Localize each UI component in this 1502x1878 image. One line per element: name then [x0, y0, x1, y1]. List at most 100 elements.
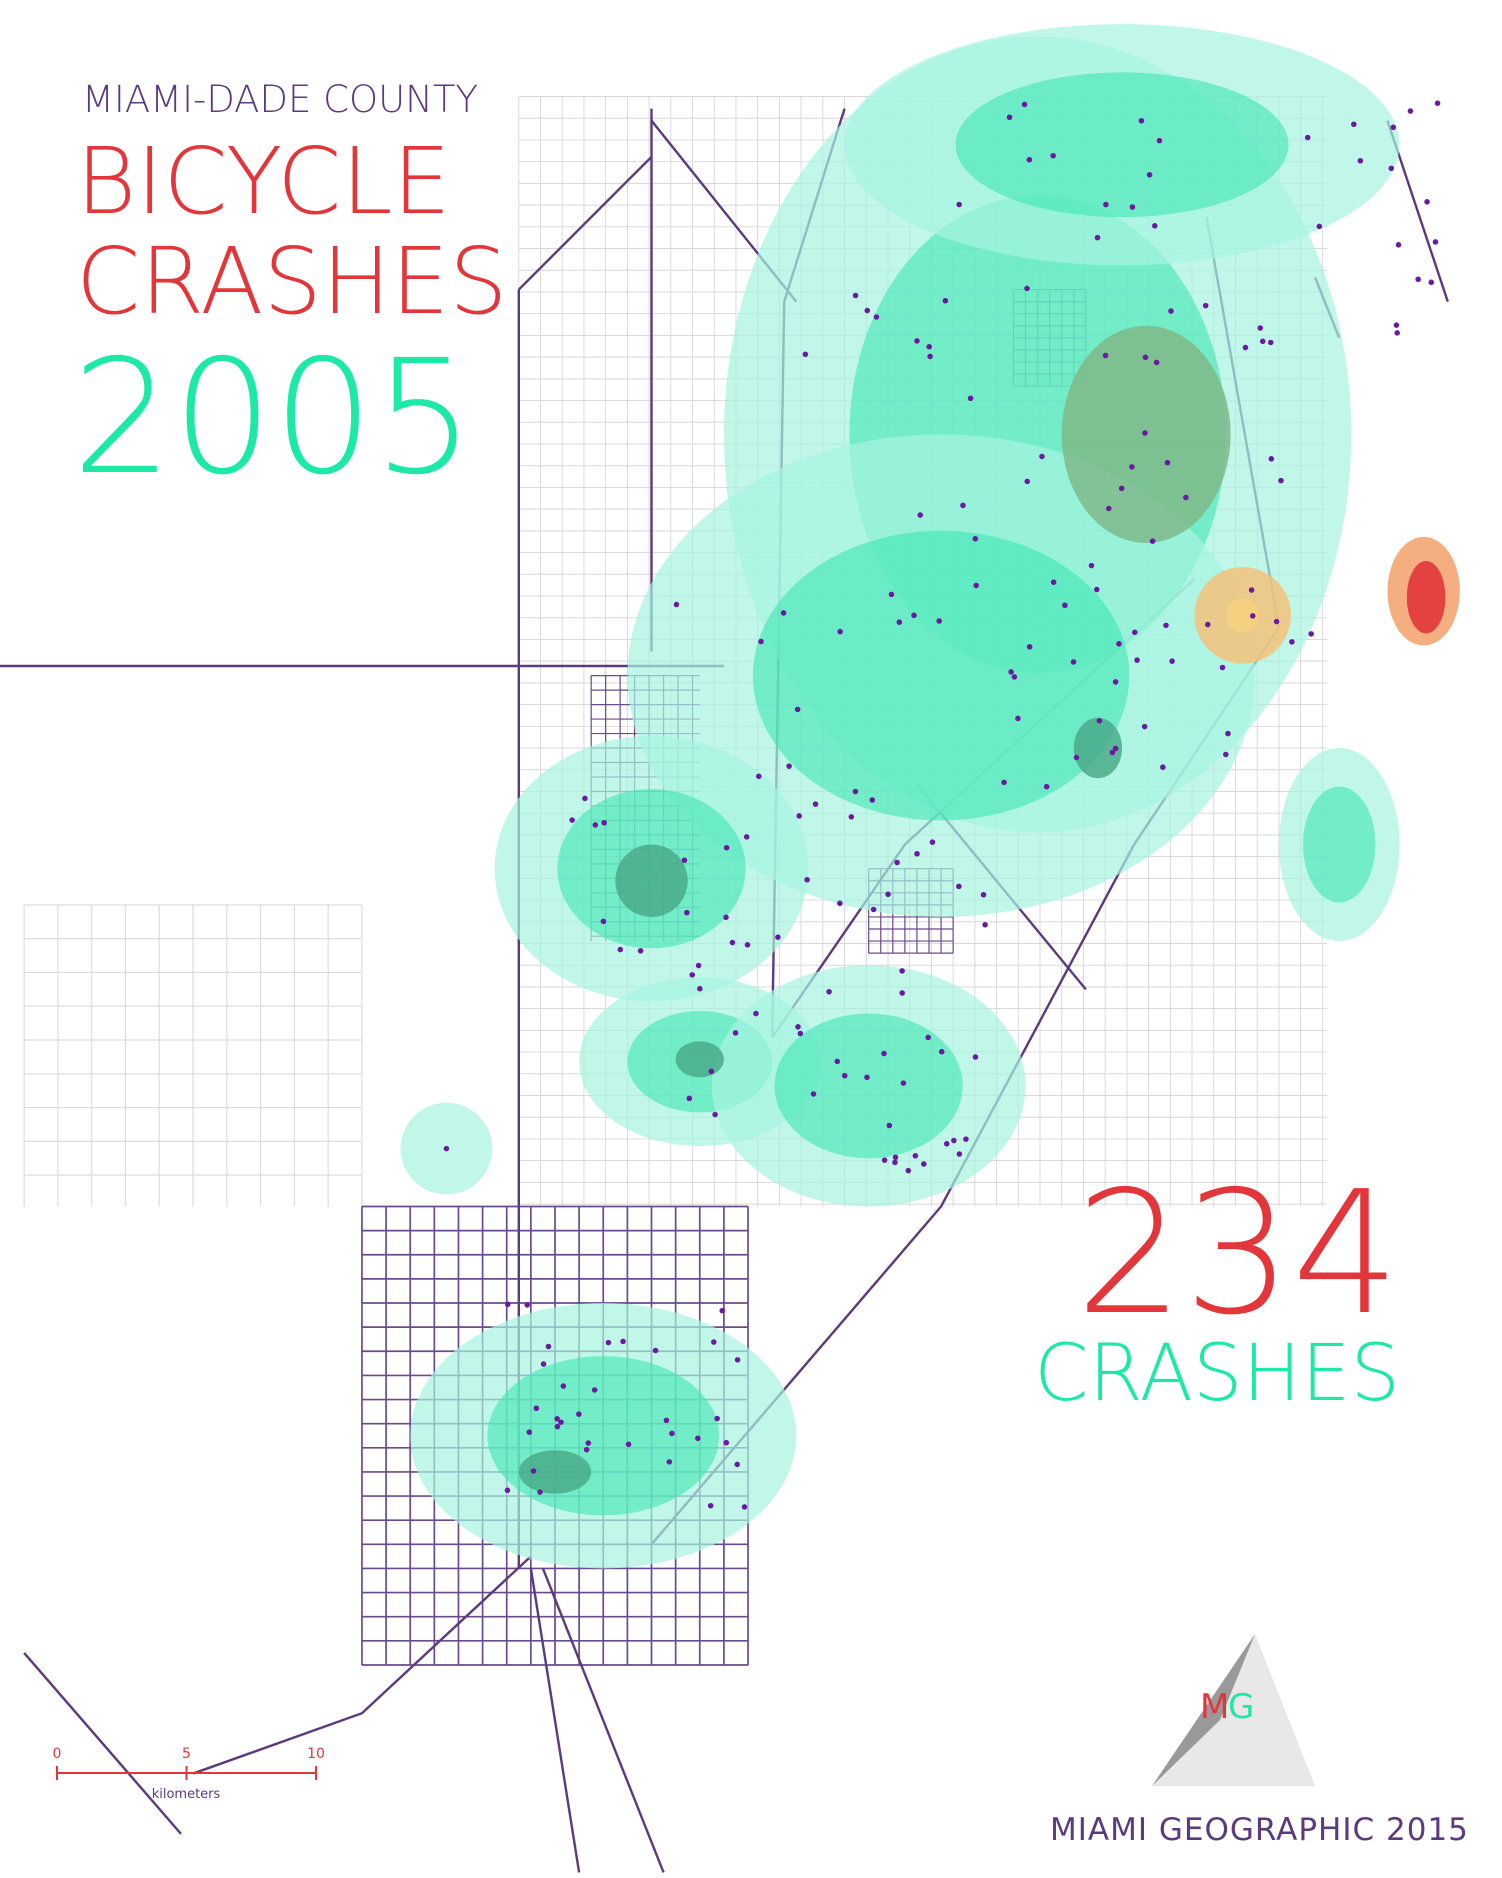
crash-point — [758, 638, 764, 645]
title-line1: BICYCLE — [76, 128, 451, 235]
crash-point — [1183, 494, 1189, 501]
crash-point — [697, 985, 703, 992]
year: 2005 — [72, 326, 474, 510]
crash-point — [1168, 308, 1174, 314]
crash-point — [620, 1338, 626, 1345]
crash-point — [625, 1441, 632, 1448]
crash-point — [967, 395, 974, 402]
crash-point — [1248, 587, 1255, 593]
crash-point — [1432, 239, 1439, 245]
crash-point — [973, 582, 979, 589]
crash-point — [1106, 505, 1112, 512]
crash-point — [1156, 137, 1163, 144]
crash-point — [1219, 664, 1226, 671]
crash-point — [1393, 322, 1400, 328]
crash-point — [1006, 114, 1013, 121]
crash-point — [707, 1502, 714, 1509]
crash-point — [734, 1461, 740, 1468]
crash-point — [723, 914, 729, 921]
street-grid — [23, 904, 363, 1207]
crash-point — [1390, 124, 1397, 131]
hotspot — [1406, 561, 1446, 634]
crash-point — [881, 1050, 887, 1057]
crash-point — [881, 1157, 888, 1163]
heat-core — [1073, 717, 1123, 779]
crash-point — [802, 351, 809, 358]
crash-point — [1109, 749, 1116, 756]
crash-point — [900, 1080, 907, 1086]
crash-point — [689, 972, 695, 978]
crash-point — [1146, 172, 1153, 178]
crash-point — [797, 1030, 804, 1037]
crash-point — [1428, 279, 1435, 286]
crash-point — [982, 922, 988, 928]
crash-point — [1351, 121, 1357, 128]
crash-point — [1024, 285, 1030, 292]
crash-point — [1153, 359, 1160, 366]
crash-point — [1204, 621, 1211, 628]
crash-point — [929, 839, 936, 845]
scale-bar: kilometers 0 5 10 — [53, 1746, 325, 1802]
crash-point — [1316, 223, 1323, 230]
crash-point — [852, 788, 859, 795]
crash-point — [1149, 538, 1156, 544]
highway — [23, 1652, 182, 1835]
crash-point — [1015, 715, 1021, 722]
crash-point — [1394, 330, 1400, 336]
crash-point — [972, 535, 979, 542]
crash-point — [723, 1439, 730, 1446]
crash-point — [1026, 156, 1033, 163]
crash-point — [1357, 157, 1364, 164]
crash-point — [942, 297, 949, 304]
crash-point — [504, 1301, 511, 1308]
crash-point — [1304, 134, 1311, 141]
crash-point — [936, 618, 942, 624]
crash-point — [914, 338, 920, 344]
crash-point — [917, 512, 924, 518]
crash-point — [780, 610, 787, 616]
heat-mid — [487, 1356, 720, 1516]
crash-point — [1026, 644, 1033, 650]
heat-core — [615, 844, 688, 917]
crash-point — [848, 814, 855, 820]
crash-point — [583, 1446, 590, 1453]
crash-point — [554, 1423, 561, 1430]
crash-point — [1142, 430, 1148, 436]
crash-point — [1407, 108, 1414, 114]
crash-point — [1424, 199, 1430, 205]
crash-point — [652, 1347, 659, 1354]
crash-point — [914, 850, 920, 857]
crash-point — [885, 891, 891, 898]
crash-point — [1093, 586, 1100, 593]
crash-point — [545, 1343, 552, 1350]
crash-point — [673, 601, 680, 608]
crash-point — [681, 857, 688, 864]
crash-point — [1024, 478, 1031, 485]
crash-point — [894, 859, 900, 866]
crash-point — [1088, 562, 1095, 569]
crash-count: 234 — [1076, 1155, 1400, 1353]
crash-point — [592, 822, 599, 828]
crash-point — [870, 906, 877, 913]
crash-point — [695, 1435, 701, 1442]
crash-point — [1050, 152, 1056, 159]
crash-point — [684, 909, 690, 916]
crash-point — [744, 942, 751, 948]
crash-point — [554, 1416, 560, 1422]
crash-point — [663, 1417, 670, 1424]
crash-point — [723, 844, 730, 851]
logo-m: M — [1200, 1687, 1229, 1727]
crash-point — [540, 1361, 547, 1367]
heat-core — [675, 1041, 724, 1078]
crash-point — [576, 1411, 582, 1417]
crash-point — [1202, 302, 1209, 309]
crash-point — [741, 1504, 748, 1510]
crash-point — [837, 628, 843, 635]
crash-point — [960, 502, 966, 509]
heat-mid — [955, 72, 1289, 218]
crash-point — [1021, 101, 1028, 108]
map — [0, 24, 1460, 1873]
crash-point — [1415, 276, 1421, 283]
crash-point — [1103, 201, 1109, 208]
crash-point — [1129, 204, 1136, 210]
